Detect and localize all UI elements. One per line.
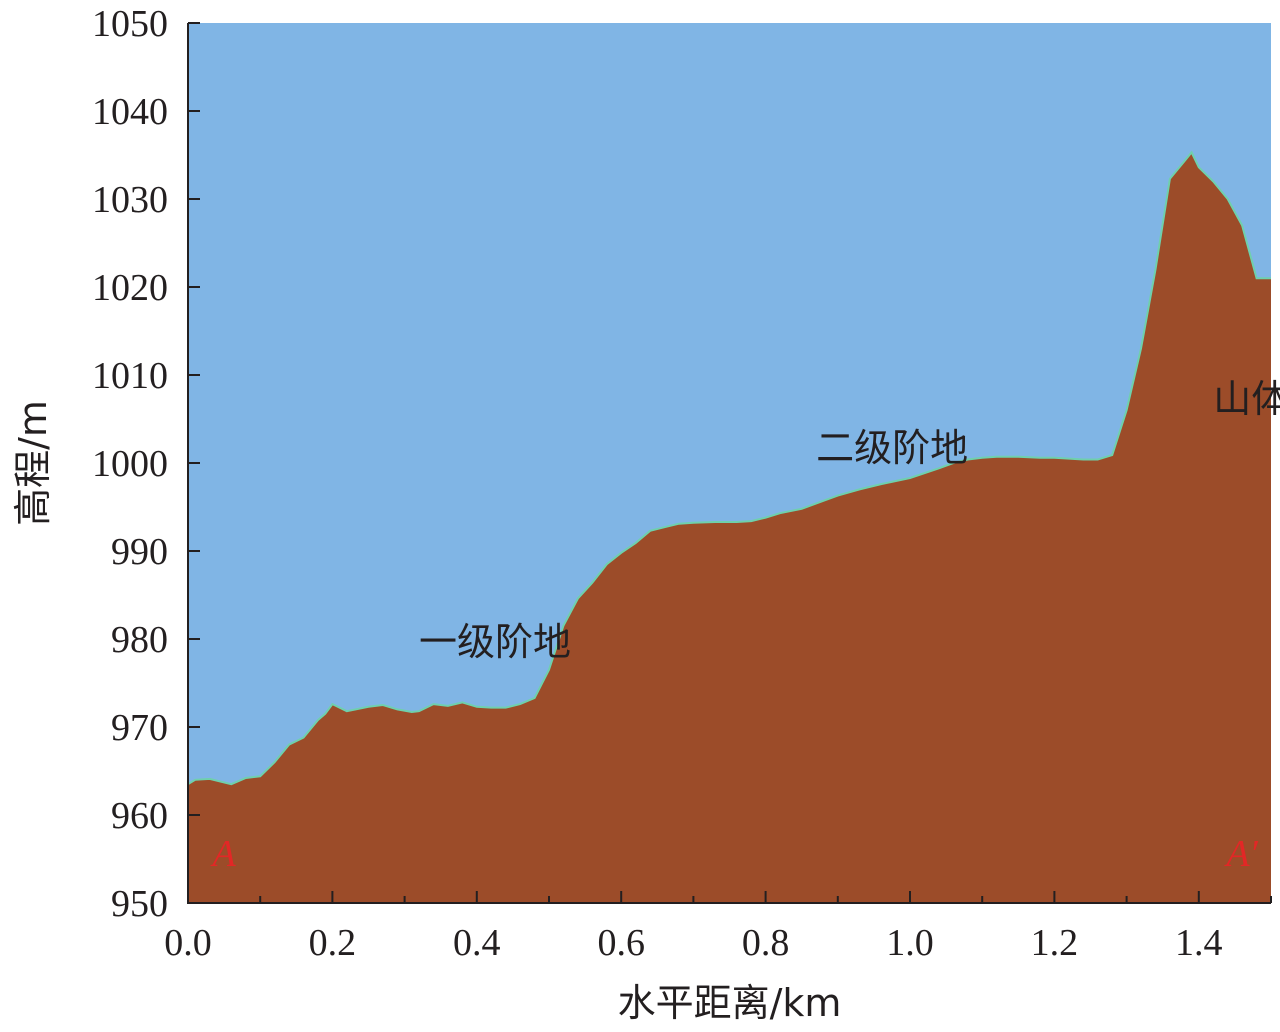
y-tick-label: 1010 [92, 355, 168, 397]
y-tick-label: 1050 [92, 3, 168, 45]
x-tick-label: 1.4 [1175, 922, 1223, 964]
y-axis-ticks: 950 960 970 980 990 1000 1010 1020 1030 1040 1050 [92, 3, 200, 925]
section-endpoint-label: A′ [1223, 833, 1258, 875]
axes: 0.0 0.2 0.4 0.6 0.8 1.0 1.2 1.4 950 960 970 980 990… [92, 3, 1272, 964]
y-tick-label: 1000 [92, 443, 168, 485]
x-tick-label: 0.2 [309, 922, 357, 964]
terrain-profile-line [187, 150, 1271, 786]
x-tick-label: 1.0 [886, 922, 934, 964]
x-axis-title: 水平距离/km [618, 981, 842, 1025]
y-tick-label: 980 [111, 619, 168, 661]
y-tick-label: 1030 [92, 179, 168, 221]
annotation-label: 山体 [1213, 377, 1280, 421]
annotation-label: 二级阶地 [816, 426, 968, 470]
terrain-area [188, 152, 1271, 903]
annotation-label: 一级阶地 [419, 620, 571, 664]
y-tick-label: 970 [111, 707, 168, 749]
annotation-layer: 一级阶地 二级阶地 山体 A A′ [209, 377, 1280, 875]
plot-area [187, 23, 1271, 903]
x-tick-label: 1.2 [1031, 922, 1079, 964]
y-tick-label: 1020 [92, 267, 168, 309]
y-tick-label: 960 [111, 795, 168, 837]
section-endpoint-label: A [209, 833, 236, 875]
x-axis-ticks: 0.0 0.2 0.4 0.6 0.8 1.0 1.2 1.4 [164, 891, 1272, 964]
x-tick-label: 0.0 [164, 922, 212, 964]
x-tick-label: 0.4 [453, 922, 501, 964]
y-axis-title: 高程/m [11, 400, 55, 526]
x-tick-label: 0.6 [597, 922, 645, 964]
y-tick-label: 950 [111, 883, 168, 925]
y-tick-label: 990 [111, 531, 168, 573]
x-tick-label: 0.8 [742, 922, 790, 964]
y-tick-label: 1040 [92, 91, 168, 133]
